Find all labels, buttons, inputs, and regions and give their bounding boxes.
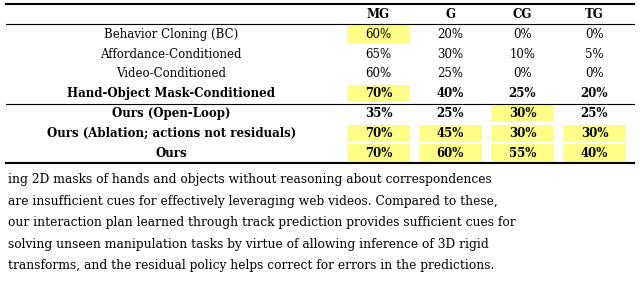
Text: 25%: 25% <box>580 107 608 120</box>
Text: 40%: 40% <box>580 147 608 160</box>
Text: 40%: 40% <box>436 87 464 100</box>
Text: 60%: 60% <box>436 147 464 160</box>
Bar <box>347 26 410 43</box>
Text: 60%: 60% <box>365 28 392 41</box>
Text: 70%: 70% <box>365 87 392 100</box>
Text: 30%: 30% <box>509 107 536 120</box>
Text: 30%: 30% <box>580 127 608 140</box>
Text: 0%: 0% <box>513 67 532 80</box>
Text: 20%: 20% <box>437 28 463 41</box>
Bar <box>347 144 410 162</box>
Text: 25%: 25% <box>437 67 463 80</box>
Text: solving unseen manipulation tasks by virtue of allowing inference of 3D rigid: solving unseen manipulation tasks by vir… <box>8 238 488 251</box>
Text: 70%: 70% <box>365 127 392 140</box>
Text: G: G <box>445 8 456 21</box>
Text: CG: CG <box>513 8 532 21</box>
Bar <box>419 144 482 162</box>
Bar <box>347 85 410 102</box>
Text: 0%: 0% <box>585 28 604 41</box>
Text: Ours: Ours <box>156 147 187 160</box>
Text: 5%: 5% <box>585 48 604 61</box>
Text: 30%: 30% <box>437 48 463 61</box>
Bar <box>563 125 626 142</box>
Text: 30%: 30% <box>509 127 536 140</box>
Bar <box>419 125 482 142</box>
Text: MG: MG <box>367 8 390 21</box>
Text: 55%: 55% <box>509 147 536 160</box>
Bar <box>563 144 626 162</box>
Text: Behavior Cloning (BC): Behavior Cloning (BC) <box>104 28 238 41</box>
Bar <box>491 125 554 142</box>
Text: 45%: 45% <box>436 127 464 140</box>
Bar <box>491 144 554 162</box>
Text: transforms, and the residual policy helps correct for errors in the predictions.: transforms, and the residual policy help… <box>8 259 494 272</box>
Bar <box>491 105 554 122</box>
Text: Ours (Ablation; actions not residuals): Ours (Ablation; actions not residuals) <box>47 127 296 140</box>
Text: Affordance-Conditioned: Affordance-Conditioned <box>100 48 242 61</box>
Text: 10%: 10% <box>509 48 536 61</box>
Text: 60%: 60% <box>365 67 392 80</box>
Bar <box>347 125 410 142</box>
Text: Video-Conditioned: Video-Conditioned <box>116 67 226 80</box>
Text: 65%: 65% <box>365 48 392 61</box>
Text: are insufficient cues for effectively leveraging web videos. Compared to these,: are insufficient cues for effectively le… <box>8 195 497 208</box>
Text: TG: TG <box>585 8 604 21</box>
Text: 0%: 0% <box>513 28 532 41</box>
Text: Hand-Object Mask-Conditioned: Hand-Object Mask-Conditioned <box>67 87 275 100</box>
Text: 70%: 70% <box>365 147 392 160</box>
Text: ing 2D masks of hands and objects without reasoning about correspondences: ing 2D masks of hands and objects withou… <box>8 173 492 186</box>
Text: Ours (Open-Loop): Ours (Open-Loop) <box>112 107 230 120</box>
Text: 20%: 20% <box>580 87 608 100</box>
Text: 25%: 25% <box>436 107 464 120</box>
Text: 25%: 25% <box>509 87 536 100</box>
Text: our interaction plan learned through track prediction provides sufficient cues f: our interaction plan learned through tra… <box>8 216 515 229</box>
Text: 0%: 0% <box>585 67 604 80</box>
Text: 35%: 35% <box>365 107 392 120</box>
